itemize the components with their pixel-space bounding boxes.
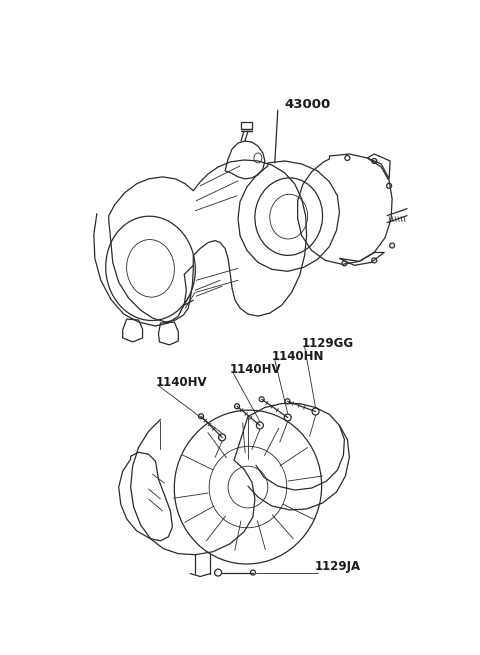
Text: 1140HV: 1140HV bbox=[230, 364, 282, 376]
Text: 1129GG: 1129GG bbox=[301, 337, 354, 350]
Text: 43000: 43000 bbox=[285, 98, 331, 111]
Text: 1140HV: 1140HV bbox=[156, 376, 207, 389]
Text: 1129JA: 1129JA bbox=[314, 560, 360, 573]
Text: 1140HN: 1140HN bbox=[272, 350, 324, 364]
